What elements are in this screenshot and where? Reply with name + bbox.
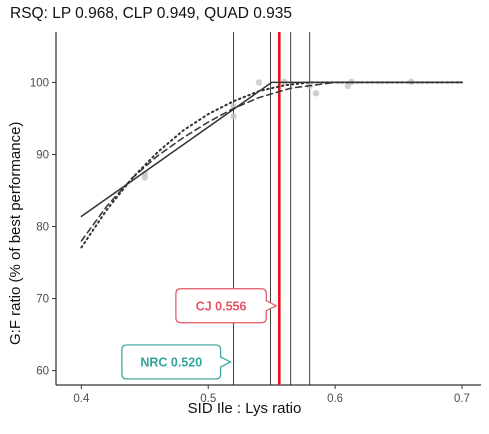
x-tick-label: 0.5: [200, 393, 216, 405]
annotation-label: NRC 0.520: [140, 355, 202, 369]
fit-line-lp: [80, 81, 463, 218]
data-point: [255, 79, 263, 86]
y-tick-label: 90: [36, 149, 49, 161]
x-tick-label: 0.4: [73, 393, 90, 405]
y-tick-label: 60: [36, 366, 49, 378]
y-tick-label: 70: [36, 294, 49, 306]
x-tick-label: 0.7: [454, 393, 470, 405]
data-point: [312, 90, 320, 97]
y-tick-label: 100: [30, 77, 49, 89]
data-point: [230, 113, 237, 120]
x-tick-label: 0.6: [327, 393, 343, 405]
data-point: [344, 82, 351, 90]
chart-title: RSQ: LP 0.968, CLP 0.949, QUAD 0.935: [10, 5, 293, 22]
fit-line-clp: [80, 81, 463, 242]
annotation-box: [121, 344, 232, 380]
annotation-label: CJ 0.556: [196, 299, 247, 313]
annotation-box: [175, 288, 278, 324]
y-tick-label: 80: [36, 222, 49, 234]
fit-line-quad: [80, 81, 463, 249]
x-axis-label: SID Ile : Lys ratio: [187, 400, 302, 417]
